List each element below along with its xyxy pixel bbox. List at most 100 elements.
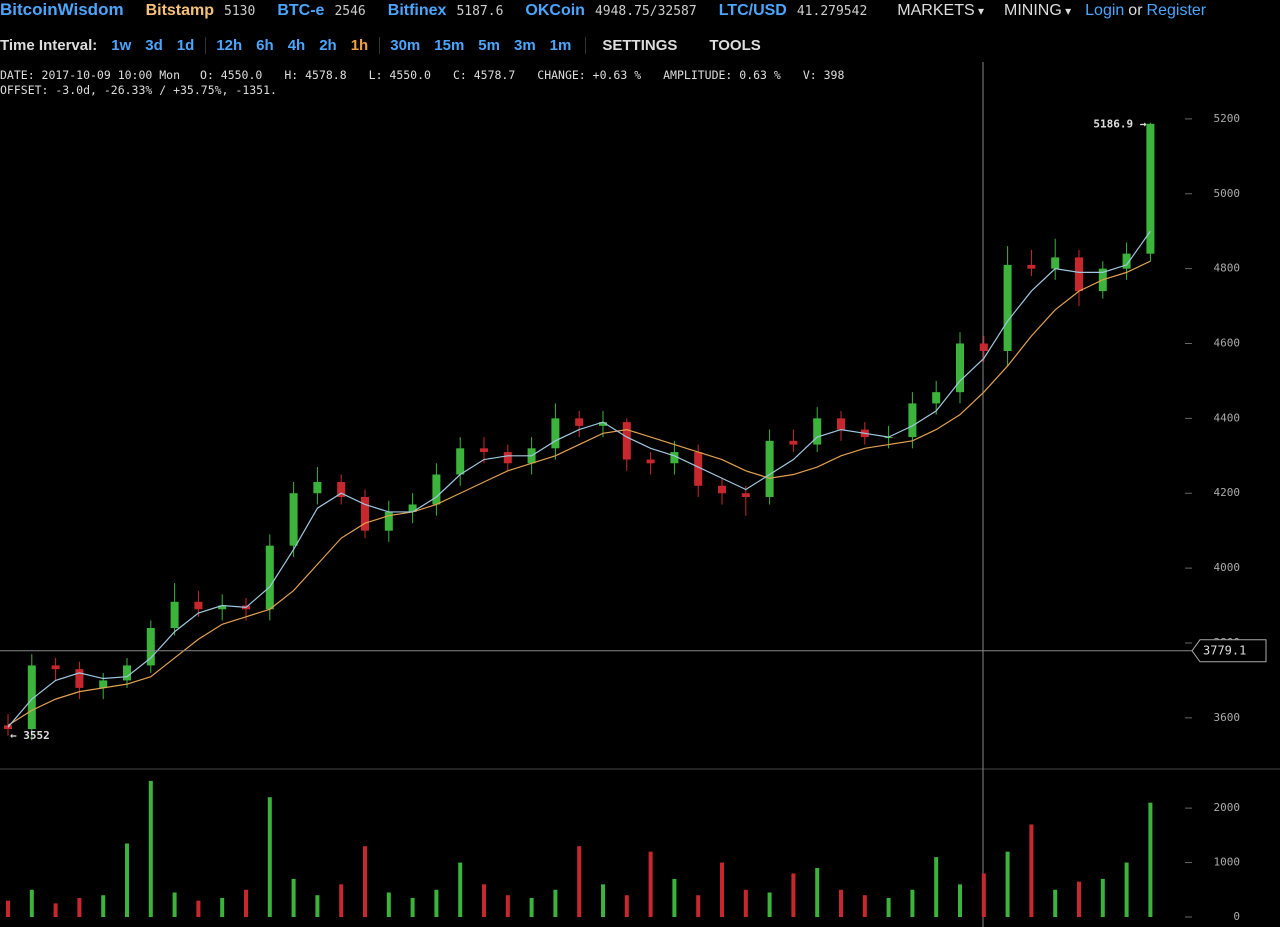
volume-bar: [220, 897, 225, 917]
candle-body: [741, 493, 750, 497]
login-link[interactable]: Login: [1085, 2, 1125, 19]
volume-bar: [267, 797, 272, 917]
candle-body: [908, 403, 917, 438]
volume-bar: [1100, 878, 1105, 917]
volume-bar: [601, 884, 605, 917]
volume-bar: [815, 868, 820, 917]
volume-bar: [958, 884, 962, 917]
low-marker: ← 3552: [10, 729, 50, 742]
volume-bar: [244, 889, 248, 917]
caret: ▾: [1061, 4, 1072, 18]
info-field: O: 4550.0: [200, 68, 263, 82]
candle-body: [146, 627, 155, 666]
ticker-name[interactable]: OKCoin: [525, 2, 585, 19]
ticker-name[interactable]: BTC-e: [277, 2, 325, 19]
volume-bar: [29, 889, 34, 917]
tools-menu[interactable]: TOOLS: [709, 37, 761, 54]
interval-button[interactable]: 30m: [379, 37, 421, 54]
ticker-price: 5187.6: [456, 4, 504, 19]
volume-bar: [886, 897, 891, 917]
volume-tick-label: 1000: [1214, 856, 1241, 869]
interval-button[interactable]: 1d: [176, 37, 195, 54]
caret: ▾: [974, 4, 984, 18]
interval-button[interactable]: 12h: [205, 37, 243, 54]
candle-body: [599, 422, 607, 426]
register-link[interactable]: Register: [1146, 2, 1207, 19]
info-field: C: 4578.7: [452, 68, 516, 82]
volume-bar: [125, 843, 129, 917]
candle-body: [503, 452, 512, 464]
volume-bar: [624, 895, 629, 917]
info-field: H: 4578.8: [284, 68, 347, 82]
interval-button[interactable]: 3m: [513, 37, 536, 54]
ticker-name[interactable]: Bitstamp: [145, 2, 215, 19]
volume-bar: [862, 895, 867, 917]
candle-body: [27, 665, 36, 730]
candle-body: [337, 482, 346, 497]
volume-bar: [315, 895, 320, 917]
y-tick-label: 4200: [1214, 486, 1241, 499]
volume-bar: [529, 897, 534, 917]
interval-button[interactable]: 4h: [287, 37, 306, 54]
settings-menu[interactable]: SETTINGS: [585, 37, 678, 54]
interval-button[interactable]: 15m: [434, 37, 465, 54]
y-tick-label: 5200: [1214, 112, 1241, 125]
volume-bar: [434, 889, 439, 917]
candle-body: [1146, 123, 1155, 254]
candle-body: [813, 418, 822, 445]
volume-bar: [553, 889, 558, 917]
volume-bar: [77, 897, 82, 917]
volume-bar: [410, 897, 415, 917]
candle-body: [646, 459, 655, 464]
volume-bar: [458, 862, 463, 917]
candle-body: [384, 511, 393, 531]
volume-bar: [1124, 862, 1129, 917]
menu[interactable]: MARKETS: [897, 2, 975, 19]
candle-body: [1075, 257, 1083, 292]
ticker-price: 41.279542: [796, 4, 868, 19]
candle-body: [432, 474, 441, 505]
interval-button[interactable]: 1h: [350, 37, 369, 54]
menu[interactable]: MINING: [1004, 2, 1062, 19]
volume-bar: [53, 903, 58, 917]
volume-bar: [1029, 824, 1034, 917]
volume-bar: [648, 851, 653, 917]
ticker-name[interactable]: Bitfinex: [387, 2, 447, 19]
candle-body: [313, 482, 322, 494]
brand[interactable]: BitcoinWisdom: [0, 0, 124, 19]
interval-button[interactable]: 5m: [478, 37, 500, 54]
volume-bar: [6, 900, 10, 917]
crosshair-label-box: [1191, 639, 1267, 663]
moving-average: [7, 230, 1151, 728]
high-marker: 5186.9 →: [1093, 118, 1146, 131]
ticker-price: 4948.75/32587: [594, 4, 697, 19]
candle-body: [1122, 253, 1131, 269]
info-field: DATE: 2017-10-09 10:00 Mon: [0, 68, 181, 82]
ticker-name[interactable]: LTC/USD: [718, 2, 787, 19]
interval-button[interactable]: 6h: [256, 37, 274, 54]
volume-bar: [148, 780, 153, 917]
info-field: CHANGE: +0.63 %: [537, 68, 642, 82]
top-bar: BitcoinWisdom Bitstamp 5130 BTC-e 2546 Bitfin…: [0, 0, 1206, 20]
candle-body: [1003, 264, 1012, 351]
volume-bar: [1148, 802, 1153, 917]
volume-bar: [910, 889, 915, 917]
toolbar: Time Interval: 1w 3d 1d 12h 6h 4h 2h 1h 30m 15m 5m 3…: [0, 36, 761, 56]
volume-bar: [981, 873, 986, 917]
interval-button[interactable]: 1w: [111, 37, 132, 54]
y-tick-label: 4600: [1214, 337, 1241, 350]
interval-button[interactable]: 1m: [549, 37, 572, 54]
ticker-price: 5130: [224, 4, 256, 19]
interval-button[interactable]: 3d: [145, 37, 163, 54]
candle-body: [670, 452, 679, 464]
candle-body: [575, 418, 584, 426]
y-tick-label: 5000: [1214, 187, 1241, 200]
y-tick-label: 4000: [1214, 561, 1241, 574]
volume-bar: [505, 895, 510, 917]
candle-body: [694, 452, 703, 486]
interval-button[interactable]: 2h: [319, 37, 337, 54]
moving-average: [7, 260, 1151, 726]
volume-bar: [696, 895, 701, 917]
ticker-price: 2546: [334, 4, 366, 19]
volume-bar: [386, 892, 391, 917]
